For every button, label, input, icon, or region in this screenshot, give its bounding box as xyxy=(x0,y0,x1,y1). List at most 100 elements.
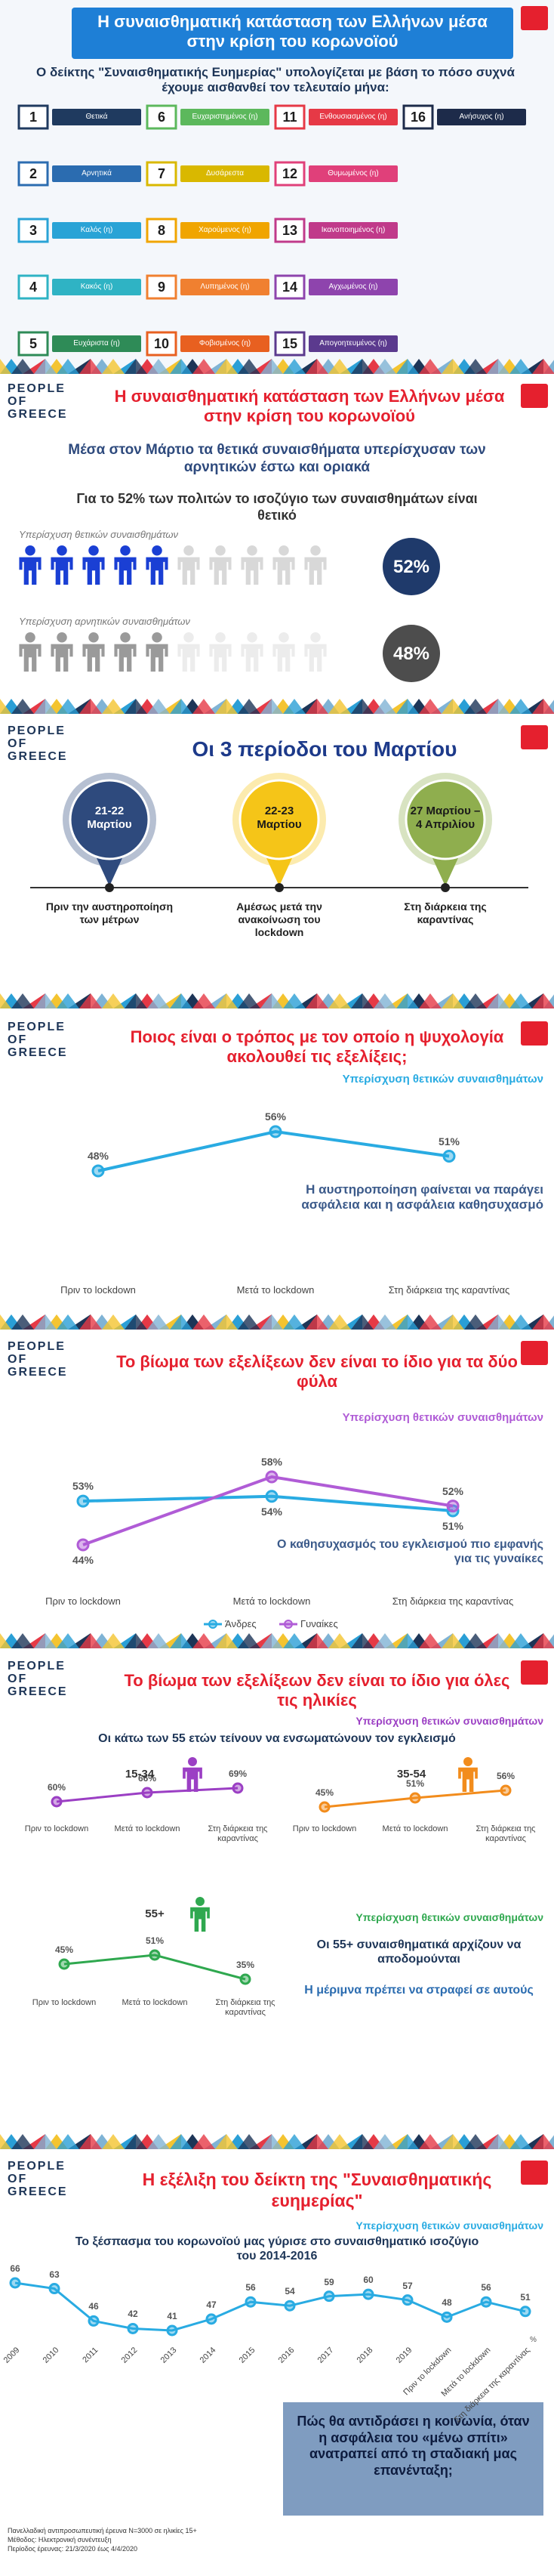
decor-stripe xyxy=(374,2134,396,2149)
pin-head xyxy=(69,779,150,860)
item-number: 4 xyxy=(29,280,37,295)
point xyxy=(441,2311,453,2323)
footer: Περίοδος έρευνας: 21/3/2020 έως 4/4/2020 xyxy=(8,2545,138,2553)
person-icon xyxy=(272,557,295,585)
item-label: Φοβισμένος (η) xyxy=(199,339,251,347)
person-icon xyxy=(19,644,42,672)
decor-stripe xyxy=(532,1633,554,1648)
item-label: Ευχάριστα (η) xyxy=(73,339,120,347)
number-box xyxy=(274,104,306,130)
point xyxy=(402,2294,414,2306)
legend-label: Γυναίκες xyxy=(300,1618,338,1629)
decor-stripe xyxy=(11,993,34,1008)
decor-stripe xyxy=(102,993,125,1008)
person-icon xyxy=(279,545,289,556)
heading: Οι κάτω των 55 ετών τείνουν να ενσωματών… xyxy=(98,1732,456,1745)
decor-stripe xyxy=(328,2134,351,2149)
decor-stripe xyxy=(532,359,554,374)
label-box xyxy=(309,165,398,182)
decor-stripe xyxy=(215,993,238,1008)
decor-stripe xyxy=(147,1314,170,1330)
decor-stripe xyxy=(260,1314,283,1330)
decor-stripe xyxy=(419,993,442,1008)
person-icon xyxy=(82,644,105,672)
decor-stripe xyxy=(34,1633,57,1648)
number-box xyxy=(274,218,306,243)
number-box xyxy=(146,161,177,187)
label-box xyxy=(309,222,398,239)
number-box xyxy=(146,104,177,130)
decor-stripe xyxy=(374,993,396,1008)
point xyxy=(232,1782,244,1794)
person-icon xyxy=(177,557,200,585)
decor-stripe xyxy=(509,993,532,1008)
decor-stripe xyxy=(170,2134,192,2149)
decor-stripe xyxy=(283,993,306,1008)
value-label: 41 xyxy=(167,2311,177,2321)
decor-stripe xyxy=(374,1314,396,1330)
decor-stripe xyxy=(11,2134,34,2149)
timeline-dot xyxy=(275,883,284,892)
item-label: Ανήσυχος (η) xyxy=(459,113,504,121)
brand-badge xyxy=(521,725,548,749)
line xyxy=(56,1787,239,1803)
decor-stripe xyxy=(351,699,374,714)
decor-stripe xyxy=(34,699,57,714)
x-tick-label: Πριν το lockdown xyxy=(32,1998,97,2007)
x-tick-label: Στη διάρκεια της καραντίνας xyxy=(392,1595,514,1607)
period-dates: 22-23 Μαρτίου xyxy=(257,805,302,831)
x-tick-label: Στη διάρκεια της καραντίνας xyxy=(215,1998,275,2018)
label-box xyxy=(309,109,398,125)
decor-stripe xyxy=(260,359,283,374)
logo-text: PEOPLE xyxy=(8,382,66,395)
decor-stripe xyxy=(192,699,215,714)
person-icon xyxy=(215,545,226,556)
item-label: Αγχωμένος (η) xyxy=(328,283,378,291)
decor-stripe xyxy=(102,2134,125,2149)
period-dates: 21-22 Μαρτίου xyxy=(87,805,132,831)
logo-text: PEOPLE xyxy=(8,1340,66,1353)
number-box xyxy=(17,218,49,243)
person-icon xyxy=(183,545,194,556)
label-box xyxy=(180,165,269,182)
decor-stripe xyxy=(0,2134,11,2149)
logo-text: OF xyxy=(8,1033,28,1046)
decor-stripe xyxy=(442,1314,464,1330)
person-icon xyxy=(25,545,35,556)
decor-stripe xyxy=(57,2134,79,2149)
label-box xyxy=(52,109,141,125)
decor-stripe xyxy=(34,993,57,1008)
value-label: 51 xyxy=(520,2291,531,2303)
x-tick-label: Μετά το lockdown xyxy=(114,1824,180,1833)
decor-stripe xyxy=(102,1633,125,1648)
decor-stripe xyxy=(192,1633,215,1648)
number-box xyxy=(17,274,49,300)
timeline-dot xyxy=(441,883,450,892)
person-icon xyxy=(304,644,327,672)
decor-stripe xyxy=(102,1314,125,1330)
decor-stripe xyxy=(57,359,79,374)
decor-stripe xyxy=(464,1314,487,1330)
series-name: 55+ xyxy=(145,1907,165,1920)
decor-stripe xyxy=(487,993,509,1008)
item-label: Χαρούμενος (η) xyxy=(199,226,251,234)
row-label: Υπερίσχυση θετικών συναισθημάτων xyxy=(19,529,179,540)
brand-badge xyxy=(521,1660,548,1685)
logo-text: PEOPLE xyxy=(8,724,66,737)
item-number: 5 xyxy=(29,336,37,351)
decor-stripe xyxy=(374,359,396,374)
decor-stripe xyxy=(215,2134,238,2149)
logo-text: GREECE xyxy=(8,1685,68,1698)
decor-stripe xyxy=(238,1314,260,1330)
decor-stripe xyxy=(79,993,102,1008)
decor-stripe xyxy=(509,2134,532,2149)
person-icon xyxy=(272,644,295,672)
heading: Μέσα στον Μάρτιο τα θετικά συναισθήματα … xyxy=(68,442,486,475)
pin-head xyxy=(405,779,486,860)
slide-background xyxy=(0,0,554,374)
person-icon xyxy=(25,632,35,643)
age-icon xyxy=(195,1897,205,1906)
person-icon xyxy=(146,644,168,672)
x-tick-label: Μετά το lockdown xyxy=(382,1824,448,1833)
decor-stripe xyxy=(215,1633,238,1648)
